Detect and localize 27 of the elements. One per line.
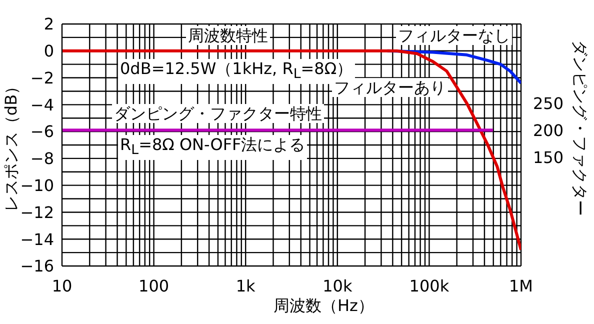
annotation: ダンピング・ファクター特性 — [112, 104, 324, 123]
annotation: R$_{L}$=8Ω ON-OFF法による — [118, 135, 308, 160]
x-tick-label: 10 — [52, 276, 72, 296]
x-tick-label: 1M — [509, 276, 533, 296]
x-tick-label: 100 — [138, 276, 170, 296]
y-tick-label: −8 — [30, 149, 54, 168]
y-axis-title: レスポンス（dB） — [2, 78, 20, 212]
x-tick-label: 1k — [236, 276, 256, 296]
y-tick-label: −10 — [20, 176, 54, 196]
y2-tick-label: 200 — [533, 120, 564, 140]
series-label: フィルターあり — [332, 78, 448, 97]
y-tick-label: −16 — [20, 256, 54, 276]
y-tick-label: −6 — [30, 122, 54, 142]
x-axis-title: 周波数（Hz） — [272, 296, 376, 315]
series-label: フィルターなし — [396, 26, 512, 45]
y2-axis-title: ダンピング・ファクター — [570, 40, 590, 216]
y-tick-label: 0 — [44, 42, 54, 61]
y2-tick-label: 250 — [533, 94, 564, 113]
annotation: 周波数特性 — [186, 26, 270, 45]
y2-tick-label: 150 — [533, 148, 564, 167]
y-tick-label: 2 — [44, 14, 54, 34]
y-tick-label: −14 — [20, 230, 54, 249]
x-tick-label: 100k — [409, 276, 450, 296]
x-tick-label: 10k — [322, 276, 353, 296]
y-tick-label: −12 — [20, 202, 54, 222]
y-tick-label: −2 — [30, 68, 54, 88]
y-tick-label: −4 — [30, 95, 54, 114]
